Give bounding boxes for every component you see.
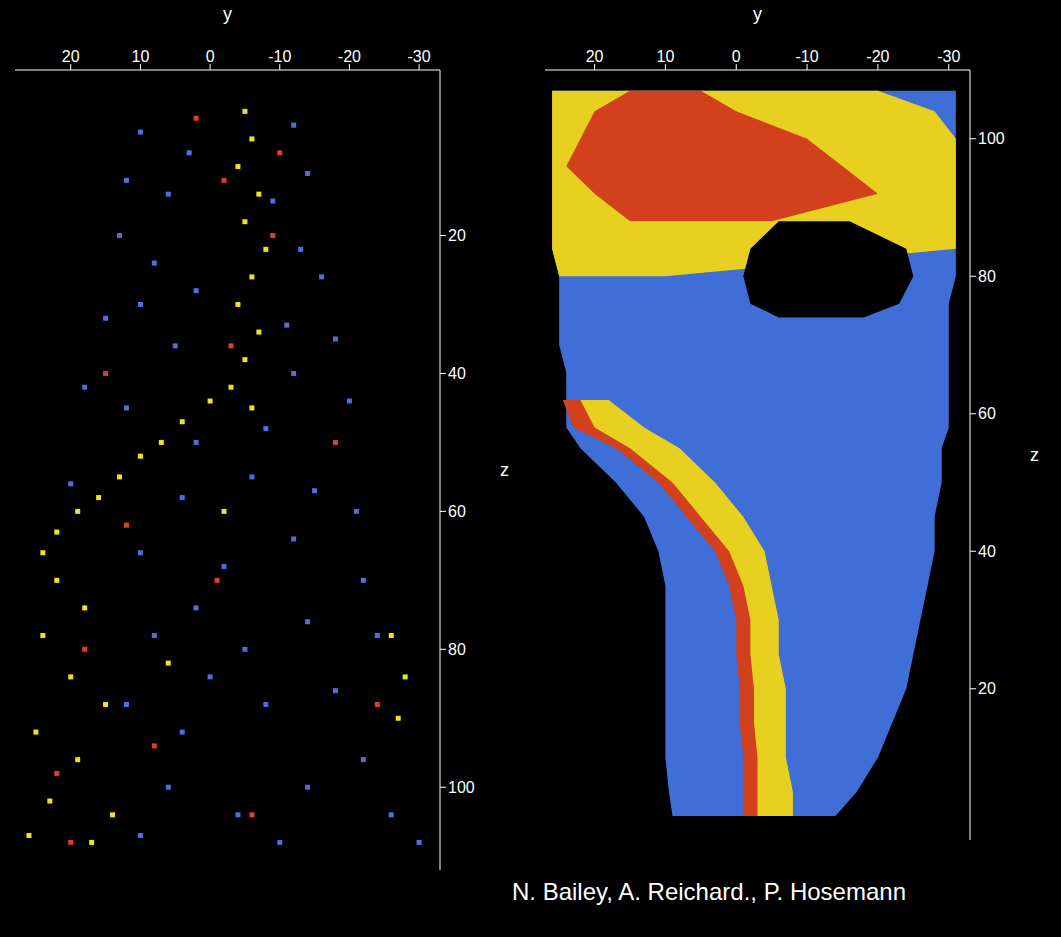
svg-text:z: z bbox=[1030, 445, 1039, 465]
svg-text:20: 20 bbox=[978, 680, 996, 697]
svg-text:40: 40 bbox=[978, 543, 996, 560]
svg-text:10: 10 bbox=[657, 48, 675, 65]
svg-text:-10: -10 bbox=[796, 48, 819, 65]
svg-text:10: 10 bbox=[132, 48, 150, 65]
svg-text:60: 60 bbox=[448, 503, 466, 520]
svg-text:80: 80 bbox=[448, 641, 466, 658]
svg-text:80: 80 bbox=[978, 268, 996, 285]
svg-text:z: z bbox=[500, 460, 509, 480]
svg-text:40: 40 bbox=[448, 365, 466, 382]
svg-text:100: 100 bbox=[978, 130, 1005, 147]
svg-text:0: 0 bbox=[206, 48, 215, 65]
svg-text:20: 20 bbox=[586, 48, 604, 65]
svg-text:y: y bbox=[223, 4, 232, 24]
svg-text:-30: -30 bbox=[408, 48, 431, 65]
svg-text:60: 60 bbox=[978, 405, 996, 422]
svg-text:20: 20 bbox=[448, 227, 466, 244]
svg-text:-20: -20 bbox=[866, 48, 889, 65]
html-text:N. Bailey, A. Reichard., P. Ho: N. Bailey, A. Reichard., P. Hosemann bbox=[512, 878, 906, 905]
svg-text:0: 0 bbox=[732, 48, 741, 65]
svg-text:100: 100 bbox=[448, 779, 475, 796]
svg-text:-20: -20 bbox=[338, 48, 361, 65]
svg-text:-10: -10 bbox=[268, 48, 291, 65]
svg-text:-30: -30 bbox=[937, 48, 960, 65]
svg-text:20: 20 bbox=[62, 48, 80, 65]
svg-text:y: y bbox=[753, 4, 762, 24]
